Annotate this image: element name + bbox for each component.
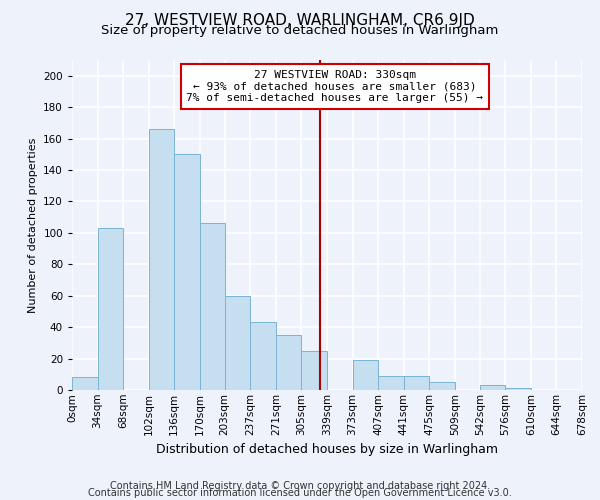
X-axis label: Distribution of detached houses by size in Warlingham: Distribution of detached houses by size … [156,443,498,456]
Y-axis label: Number of detached properties: Number of detached properties [28,138,38,312]
Bar [430,382,455,390]
Text: 27, WESTVIEW ROAD, WARLINGHAM, CR6 9JD: 27, WESTVIEW ROAD, WARLINGHAM, CR6 9JD [125,12,475,28]
Bar [98,228,123,390]
Bar [250,322,276,390]
Text: Contains public sector information licensed under the Open Government Licence v3: Contains public sector information licen… [88,488,512,498]
Bar [72,378,98,390]
Bar [276,335,301,390]
Text: Contains HM Land Registry data © Crown copyright and database right 2024.: Contains HM Land Registry data © Crown c… [110,481,490,491]
Bar [378,376,404,390]
Text: 27 WESTVIEW ROAD: 330sqm
← 93% of detached houses are smaller (683)
7% of semi-d: 27 WESTVIEW ROAD: 330sqm ← 93% of detach… [186,70,483,103]
Bar [353,360,378,390]
Bar [224,296,250,390]
Bar [175,154,200,390]
Bar [404,376,430,390]
Text: Size of property relative to detached houses in Warlingham: Size of property relative to detached ho… [101,24,499,37]
Bar [149,129,175,390]
Bar [479,386,505,390]
Bar [301,350,327,390]
Bar [505,388,531,390]
Bar [200,224,226,390]
